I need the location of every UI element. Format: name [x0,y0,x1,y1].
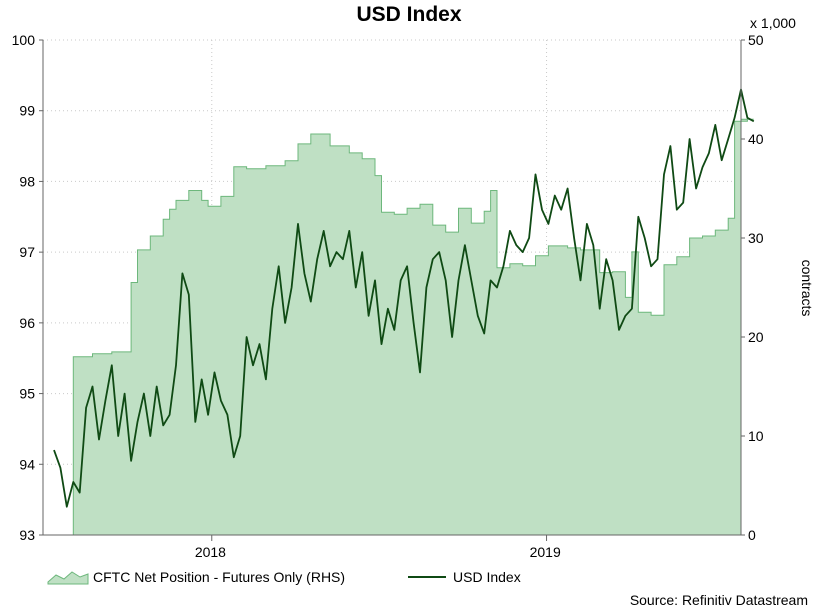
left-tick-label: 96 [19,315,35,331]
right-axis-label: contracts [799,260,815,317]
x-tick-label: 2018 [195,544,226,560]
x-tick-label: 2019 [530,544,561,560]
left-tick-label: 100 [12,32,36,48]
left-tick-label: 93 [19,527,35,543]
right-tick-label: 20 [748,329,764,345]
x-axis-ticks: 2018 2019 [195,535,561,560]
left-tick-label: 98 [19,173,35,189]
right-tick-label: 30 [748,230,764,246]
right-axis-ticks: 0 10 20 30 40 50 [741,32,764,543]
left-axis-ticks: 93 94 95 96 97 98 99 100 [12,32,43,543]
right-tick-label: 50 [748,32,764,48]
left-tick-label: 95 [19,386,35,402]
axes [42,40,742,536]
left-tick-label: 97 [19,244,35,260]
right-tick-label: 0 [748,527,756,543]
plot-area [53,88,755,536]
legend-area-swatch [47,571,89,585]
legend: CFTC Net Position - Futures Only (RHS) U… [47,569,521,585]
chart-title: USD Index [356,3,461,26]
right-tick-label: 40 [748,131,764,147]
legend-cftc-label: CFTC Net Position - Futures Only (RHS) [93,569,345,585]
legend-usd-index-label: USD Index [453,569,521,585]
left-tick-label: 99 [19,103,35,119]
source-note: Source: Refinitiv Datastream [630,592,808,608]
right-axis-multiplier: x 1,000 [750,15,796,31]
left-tick-label: 94 [19,456,35,472]
right-tick-label: 10 [748,428,764,444]
usd-index-line [53,88,755,508]
